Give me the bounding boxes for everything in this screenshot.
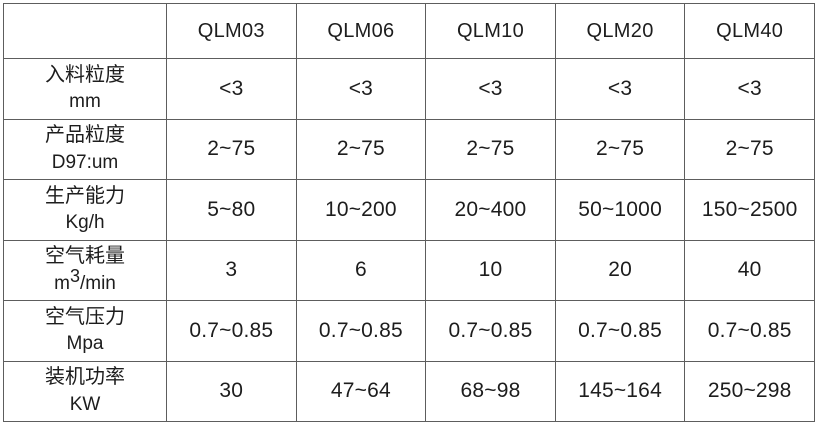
table-cell: 2~75 [166, 118, 297, 180]
row-label-name: 产品粒度 [45, 124, 125, 147]
row-label: 产品粒度 D97:um [3, 118, 167, 180]
row-label: 空气耗量 m3/min [3, 239, 167, 301]
table-cell: 150~2500 [684, 179, 815, 241]
row-label-unit: KW [6, 392, 164, 418]
header-row: QLM03 QLM06 QLM10 QLM20 QLM40 [3, 3, 815, 59]
table-cell: 2~75 [554, 118, 686, 180]
row-label: 装机功率 KW [3, 360, 167, 422]
row-label: 生产能力 Kg/h [3, 179, 167, 241]
table-cell: 250~298 [684, 360, 815, 422]
unit-text: Kg/h [65, 212, 105, 234]
table-cell: 2~75 [425, 118, 556, 180]
column-header-qlm03: QLM03 [166, 3, 297, 59]
table-cell: 68~98 [425, 360, 556, 422]
table-cell: 10 [425, 239, 556, 301]
table-cell: 0.7~0.85 [684, 300, 815, 362]
unit-text: /min [79, 272, 116, 294]
table-cell: 0.7~0.85 [554, 300, 686, 362]
unit-text: m [54, 272, 70, 294]
table-cell: 0.7~0.85 [295, 300, 427, 362]
row-label: 入料粒度 mm [3, 58, 167, 120]
row-label-name: 入料粒度 [45, 63, 125, 86]
table-row: 产品粒度 D97:um 2~75 2~75 2~75 2~75 2~75 [3, 118, 815, 180]
table-cell: 3 [166, 239, 297, 301]
table-row: 空气耗量 m3/min 3 6 10 20 40 [3, 239, 815, 301]
table-row: 装机功率 KW 30 47~64 68~98 145~164 250~298 [3, 360, 815, 422]
table-cell: 0.7~0.85 [425, 300, 556, 362]
table-cell: 20 [554, 239, 686, 301]
unit-text: KW [69, 393, 101, 415]
table-cell: 10~200 [295, 179, 427, 241]
table-cell: 145~164 [554, 360, 686, 422]
row-label-name: 空气压力 [45, 305, 125, 328]
unit-superscript: 3 [69, 266, 80, 287]
table-cell: 20~400 [425, 179, 556, 241]
row-label-unit: Mpa [6, 331, 164, 357]
column-header-qlm10: QLM10 [425, 3, 556, 59]
row-label-unit: D97:um [6, 150, 164, 176]
table-cell: <3 [166, 58, 297, 120]
spec-table: QLM03 QLM06 QLM10 QLM20 QLM40 入料粒度 mm <3 <3 <3 <3… [3, 3, 815, 422]
table-cell: 47~64 [295, 360, 427, 422]
table-row: 空气压力 Mpa 0.7~0.85 0.7~0.85 0.7~0.85 0.7~0.85 0… [3, 300, 815, 362]
table-cell: 6 [295, 239, 427, 301]
corner-cell [3, 3, 167, 59]
table-cell: 50~1000 [554, 179, 686, 241]
table-cell: 2~75 [684, 118, 815, 180]
table-cell: <3 [295, 58, 427, 120]
table-cell: 5~80 [166, 179, 297, 241]
table-cell: <3 [554, 58, 686, 120]
table-row: 入料粒度 mm <3 <3 <3 <3 <3 [3, 58, 815, 120]
unit-text: Mpa [66, 333, 104, 355]
column-header-qlm06: QLM06 [295, 3, 427, 59]
row-label-unit: Kg/h [6, 210, 164, 236]
table-cell: <3 [684, 58, 815, 120]
column-header-qlm20: QLM20 [554, 3, 686, 59]
table-cell: 2~75 [295, 118, 427, 180]
unit-text: mm [69, 91, 101, 113]
table-row: 生产能力 Kg/h 5~80 10~200 20~400 50~1000 150~2500 [3, 179, 815, 241]
spec-table-head: QLM03 QLM06 QLM10 QLM20 QLM40 [3, 3, 815, 59]
row-label-unit: m3/min [6, 266, 164, 297]
row-label: 空气压力 Mpa [3, 300, 167, 362]
row-label-unit: mm [6, 89, 164, 115]
table-cell: 40 [684, 239, 815, 301]
column-header-qlm40: QLM40 [684, 3, 815, 59]
spec-table-body: 入料粒度 mm <3 <3 <3 <3 <3 产品粒度 D97:um 2~75 2~75 2~75 2~… [3, 58, 815, 422]
unit-text: D97:um [51, 151, 119, 173]
row-label-name: 生产能力 [45, 184, 125, 207]
table-cell: 0.7~0.85 [166, 300, 297, 362]
row-label-name: 空气耗量 [45, 245, 125, 268]
table-cell: <3 [425, 58, 556, 120]
row-label-name: 装机功率 [45, 366, 125, 389]
table-cell: 30 [166, 360, 297, 422]
